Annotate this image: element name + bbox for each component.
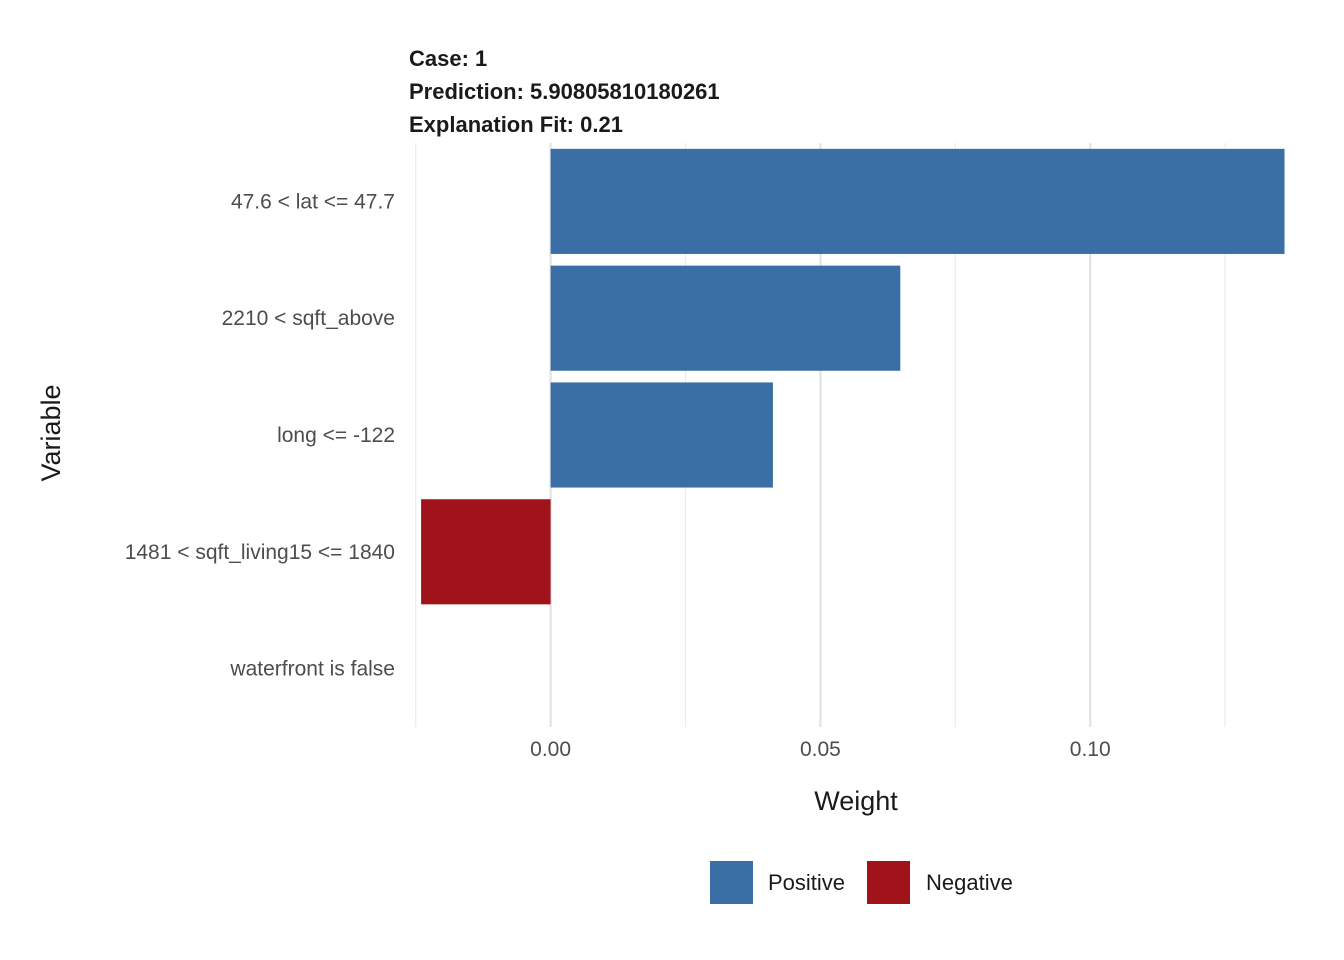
explanation-fit-label: Explanation Fit: 0.21 xyxy=(409,112,623,137)
case-label: Case: 1 xyxy=(409,46,488,71)
category-label: 2210 < sqft_above xyxy=(222,307,395,330)
bar-4 xyxy=(421,499,551,605)
x-tick-label: 0.05 xyxy=(800,738,841,761)
chart-header: Case: 1 Prediction: 5.90805810180261 Exp… xyxy=(409,42,720,141)
x-tick-labels: 0.00 0.05 0.10 xyxy=(530,738,1111,761)
legend-key-positive xyxy=(710,861,753,904)
category-labels: 47.6 < lat <= 47.7 2210 < sqft_abovelong … xyxy=(125,190,395,680)
x-tick-label: 0.00 xyxy=(530,738,571,761)
legend-label-positive: Positive xyxy=(768,870,845,895)
y-axis-title: Variable xyxy=(36,384,66,481)
bar-2 xyxy=(550,265,901,371)
category-label: long <= -122 xyxy=(277,424,395,447)
bar-3 xyxy=(550,382,773,488)
x-tick-label: 0.10 xyxy=(1070,738,1111,761)
bar-1 xyxy=(550,148,1285,254)
category-label: 47.6 < lat <= 47.7 xyxy=(231,190,395,213)
legend: Positive Negative xyxy=(710,861,1013,904)
category-label: 1481 < sqft_living15 <= 1840 xyxy=(125,541,395,564)
legend-key-negative xyxy=(867,861,910,904)
legend-label-negative: Negative xyxy=(926,870,1013,895)
category-label: waterfront is false xyxy=(229,658,395,681)
bars xyxy=(421,148,1285,605)
prediction-label: Prediction: 5.90805810180261 xyxy=(409,79,720,104)
x-axis-title: Weight xyxy=(814,786,898,816)
